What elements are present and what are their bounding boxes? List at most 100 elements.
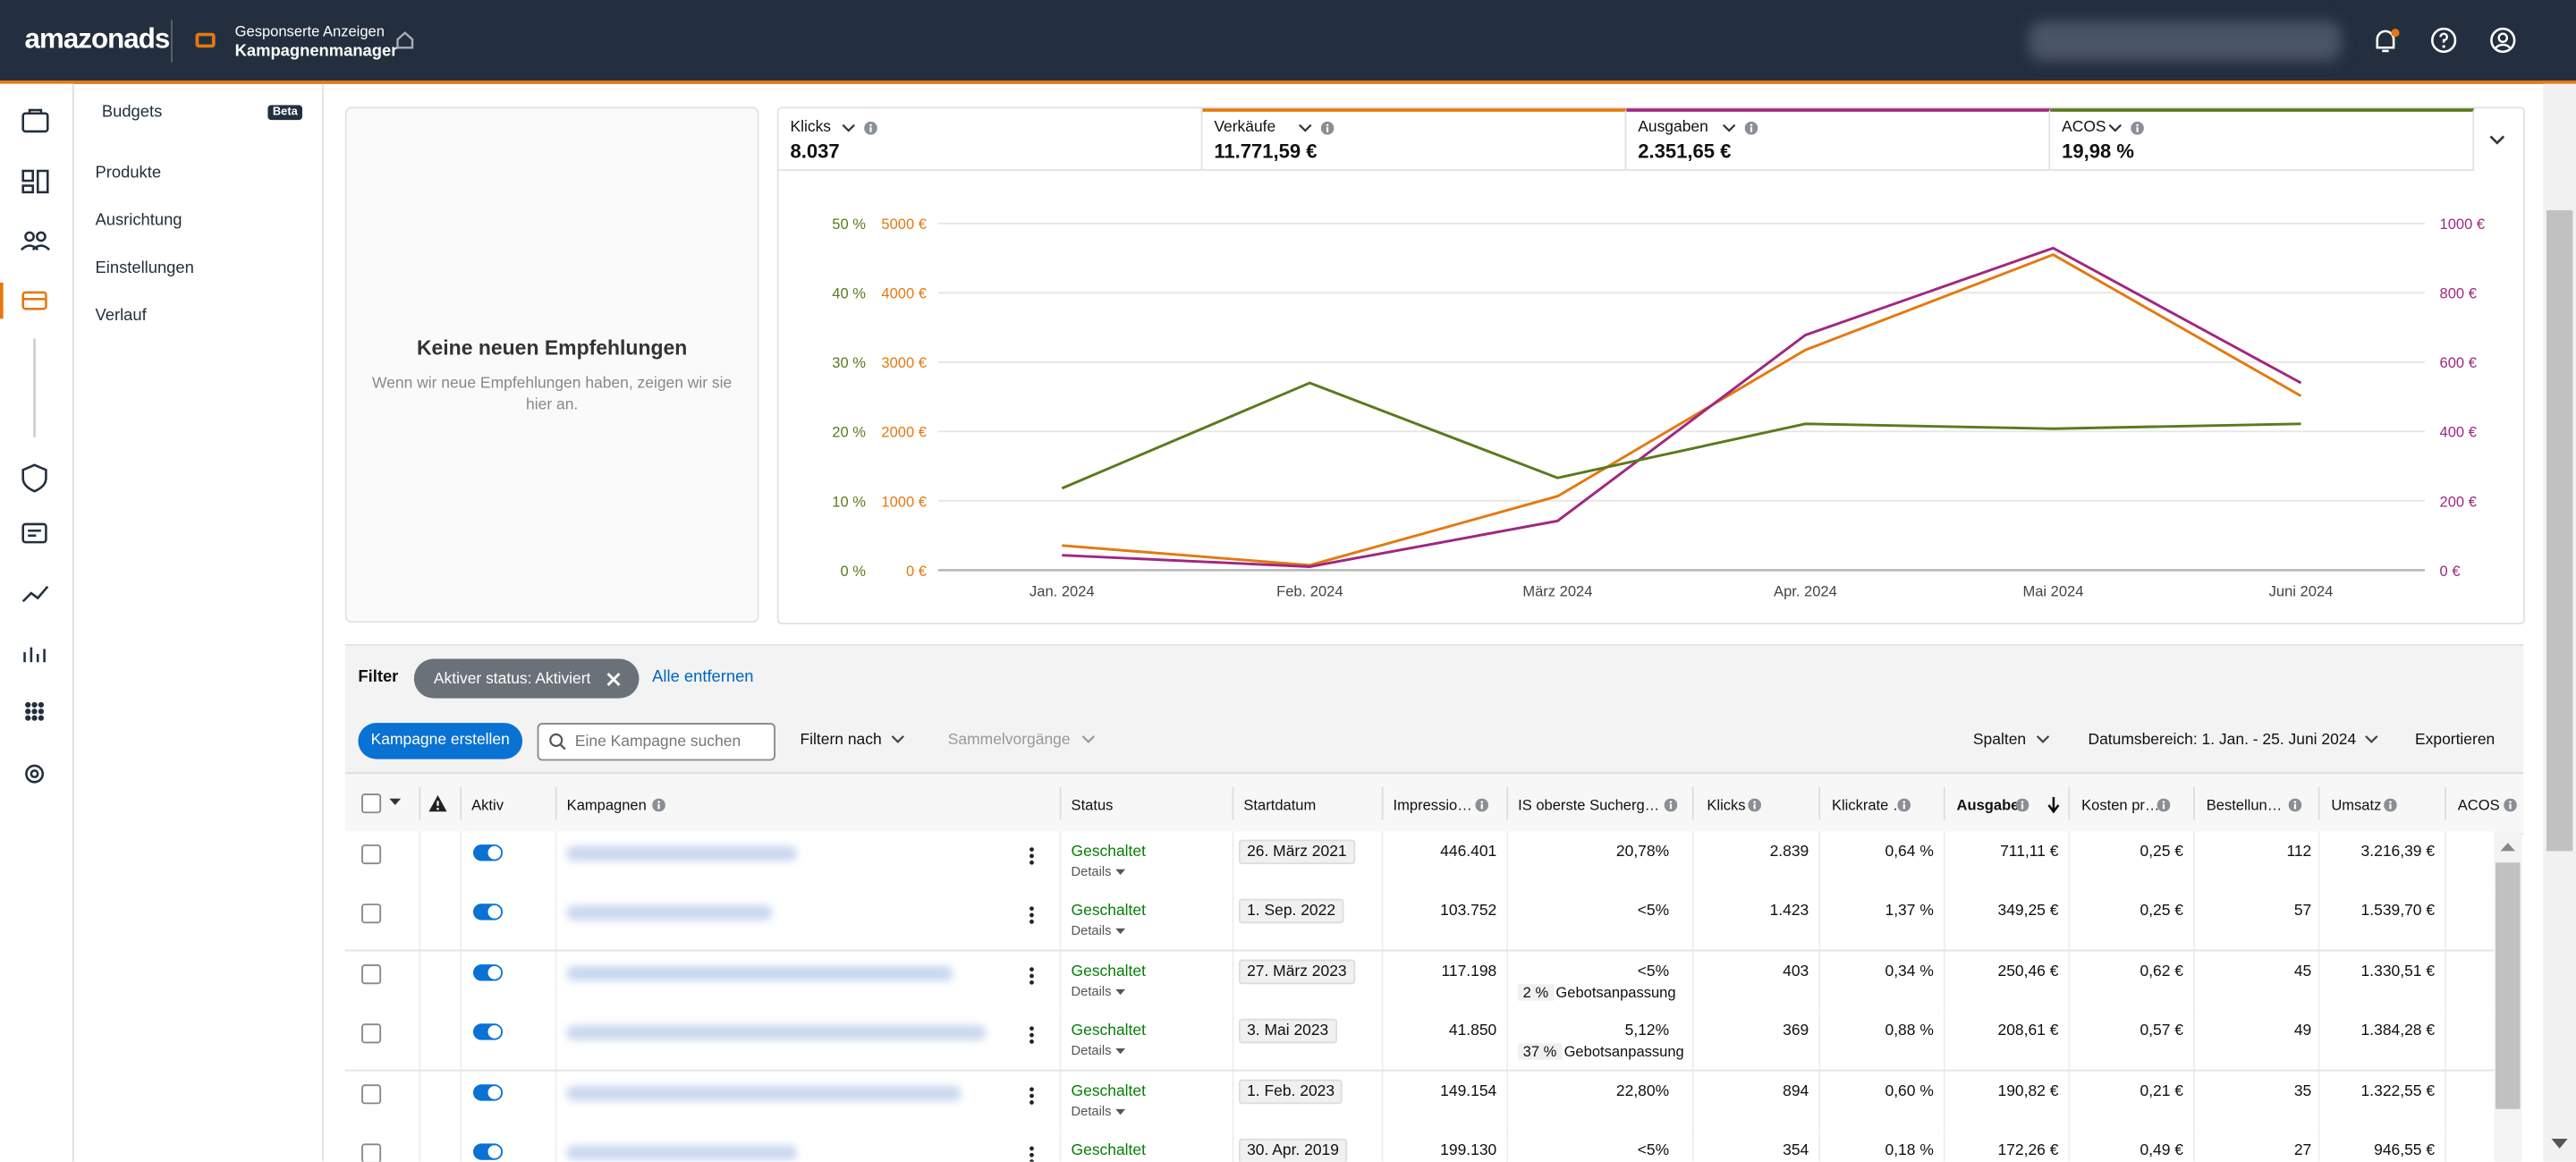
filter-chip[interactable]: Aktiver status: Aktiviert (413, 658, 640, 699)
info-icon[interactable] (1897, 798, 1911, 812)
column-header[interactable]: Startdatum (1243, 796, 1317, 814)
nav-item[interactable]: Verlauf (95, 307, 147, 326)
nav-item[interactable]: Budgets (101, 103, 163, 122)
column-header[interactable]: Kampagnen (566, 796, 647, 814)
table-row[interactable]: Geschaltet Details 1. Sep. 2022 103.752 <5% 1… (344, 891, 2495, 953)
y-tick-label: 30 % (832, 354, 866, 371)
active-toggle[interactable] (472, 1083, 504, 1100)
caret[interactable] (2108, 123, 2123, 135)
table-row[interactable]: GeschaltetDetails30. Apr. 2019199.130<5%… (344, 1130, 2495, 1162)
scroll-thumb[interactable] (2496, 862, 2521, 1109)
row-menu[interactable] (1029, 1025, 1035, 1045)
details-link[interactable]: Details (1071, 1043, 1112, 1059)
chip-close[interactable] (606, 672, 622, 687)
help-icon[interactable] (2430, 26, 2458, 54)
status: Geschaltet (1071, 843, 1146, 861)
page-scroll-thumb[interactable] (2546, 210, 2573, 852)
info-icon[interactable] (652, 798, 665, 812)
active-toggle[interactable] (472, 963, 504, 981)
metric-card[interactable]: Klicks 8.037 (778, 108, 1203, 172)
column-header[interactable]: Umsatz (2331, 796, 2382, 814)
column-header[interactable]: Ausgaben (1956, 796, 2029, 814)
metric-card[interactable]: ACOS 19,98 % (2050, 108, 2475, 172)
info-icon[interactable] (2157, 798, 2171, 812)
column-header[interactable]: IS oberste Sucherg… (1518, 796, 1660, 814)
date-range[interactable]: Datumsbereich: 1. Jan. - 25. Juni 2024 (2088, 731, 2357, 750)
active-toggle[interactable] (472, 903, 504, 921)
series-line (1062, 246, 2302, 568)
info-icon[interactable] (864, 121, 877, 135)
nav-item[interactable]: Produkte (95, 164, 162, 182)
column-header[interactable]: Status (1071, 796, 1114, 814)
nav-item[interactable]: Einstellungen (95, 259, 194, 278)
clear-filters[interactable]: Alle entfernen (652, 668, 754, 687)
bell-icon[interactable] (2370, 26, 2400, 55)
column-header[interactable]: Bestellun… (2206, 796, 2283, 814)
scroll-down[interactable] (2551, 1138, 2568, 1150)
metric-card[interactable]: Ausgaben 2.351,65 € (1626, 108, 2051, 172)
column-header[interactable]: ACOS (2457, 796, 2500, 814)
info-icon[interactable] (1664, 798, 1678, 812)
info-icon[interactable] (1748, 798, 1761, 812)
cell-divider (419, 1130, 421, 1162)
expand-icon[interactable] (2487, 130, 2507, 149)
row-menu[interactable] (1029, 1145, 1035, 1162)
row-checkbox cb[interactable] (361, 963, 382, 984)
row-checkbox cb[interactable] (361, 903, 382, 924)
info-icon[interactable] (1320, 121, 1335, 135)
bulk-dropdown[interactable]: Sammelvorgänge (947, 731, 1071, 750)
y3-tick-label: 3000 € (881, 354, 927, 371)
table-row[interactable]: Geschaltet Details 26. März 2021 446.401 20,… (344, 831, 2495, 893)
row-checkbox cb[interactable] (361, 1143, 382, 1162)
column-header[interactable]: Impressio… (1393, 796, 1472, 814)
table-header: Aktiv Kampagnen Status Startdatum Impressio…… (344, 772, 2524, 835)
filter-dropdown[interactable]: Filtern nach (800, 731, 882, 750)
info-icon[interactable] (2288, 798, 2302, 812)
info-icon[interactable] (2131, 121, 2145, 135)
create-button[interactable]: Kampagne erstellen (358, 723, 523, 759)
caret[interactable] (1298, 123, 1313, 135)
caret[interactable] (841, 123, 856, 135)
row-menu[interactable] (1029, 906, 1035, 926)
details-link[interactable]: Details (1071, 923, 1112, 939)
details-link[interactable]: Details (1071, 1103, 1112, 1119)
search-box[interactable]: Eine Kampagne suchen (537, 723, 775, 761)
sort-icon[interactable] (2047, 796, 2061, 814)
info-icon[interactable] (2384, 798, 2397, 812)
row-menu[interactable] (1029, 846, 1035, 866)
row-checkbox cb[interactable] (361, 1083, 382, 1104)
column-header[interactable]: Aktiv (471, 796, 504, 814)
select-all[interactable] (361, 793, 382, 814)
cell-divider (2068, 951, 2071, 1011)
info-icon[interactable] (2504, 798, 2517, 812)
table-row[interactable]: Geschaltet Details 3. Mai 2023 41.850 5,12% 3… (344, 1010, 2495, 1072)
user-icon[interactable] (2489, 26, 2517, 54)
details-link[interactable]: Details (1071, 864, 1112, 879)
metric-card[interactable]: Verkäufe 11.771,59 € (1202, 108, 1627, 172)
logo[interactable]: amazonads (24, 22, 171, 55)
caret (1081, 735, 1096, 743)
active-toggle[interactable] (472, 844, 504, 861)
row-checkbox cb[interactable] (361, 844, 382, 865)
column-header[interactable]: Klickrate … (1831, 796, 1908, 814)
row-menu[interactable] (1029, 1085, 1035, 1105)
row-menu[interactable] (1029, 966, 1035, 986)
active-toggle[interactable] (472, 1023, 504, 1040)
info-icon[interactable] (2015, 798, 2029, 812)
table-row[interactable]: Geschaltet Details 27. März 2023 117.198 <5%… (344, 951, 2495, 1013)
table-row[interactable]: Geschaltet Details 1. Feb. 2023 149.154 22,8… (344, 1070, 2495, 1132)
campaign-name-blurred (566, 1085, 962, 1100)
columns-dropdown[interactable]: Spalten (1972, 731, 2027, 750)
scroll-up[interactable] (2500, 843, 2516, 852)
column-header[interactable]: Kosten pr… (2081, 796, 2160, 814)
row-checkbox cb[interactable] (361, 1023, 382, 1044)
home-icon[interactable] (394, 30, 416, 51)
nav-item[interactable]: Ausrichtung (95, 211, 182, 231)
export-button[interactable]: Exportieren (2415, 731, 2496, 750)
info-icon[interactable] (1744, 121, 1758, 135)
active-toggle[interactable] (472, 1143, 504, 1160)
info-icon[interactable] (1475, 798, 1489, 812)
caret[interactable] (1722, 123, 1737, 135)
details-link[interactable]: Details (1071, 983, 1112, 999)
column-header[interactable]: Klicks (1707, 796, 1746, 814)
